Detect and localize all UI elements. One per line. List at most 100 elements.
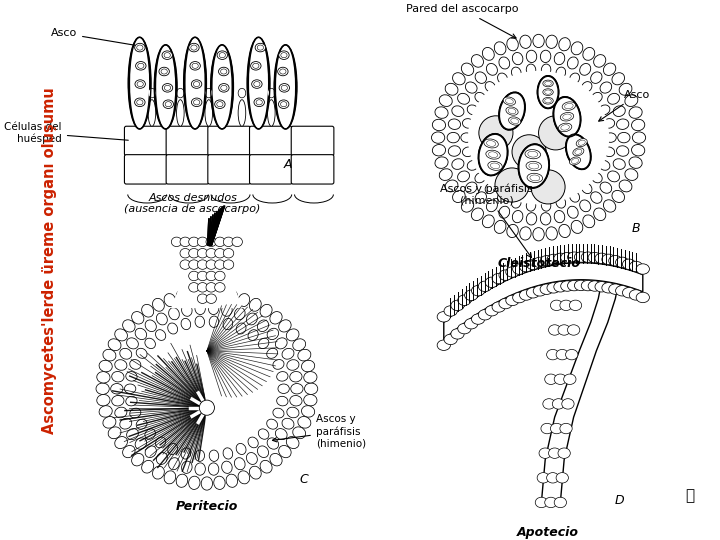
Ellipse shape [168,443,178,455]
Ellipse shape [503,97,516,105]
Ellipse shape [433,35,644,240]
Text: Ascomycetes'lerde üreme organı oluşumu: Ascomycetes'lerde üreme organı oluşumu [42,87,57,434]
Ellipse shape [168,308,179,320]
Ellipse shape [590,192,602,203]
Ellipse shape [197,248,208,258]
Ellipse shape [249,38,268,128]
Ellipse shape [282,348,294,359]
Ellipse shape [153,299,164,311]
Ellipse shape [451,329,464,339]
Ellipse shape [605,133,616,143]
Ellipse shape [181,448,191,459]
Ellipse shape [156,453,167,464]
Ellipse shape [236,443,246,455]
Ellipse shape [549,448,561,458]
Ellipse shape [431,132,445,143]
Ellipse shape [103,416,116,428]
Ellipse shape [567,57,578,69]
Ellipse shape [458,93,469,104]
Ellipse shape [205,89,212,98]
Ellipse shape [485,183,495,194]
Ellipse shape [520,227,531,240]
FancyBboxPatch shape [250,154,292,184]
Ellipse shape [206,271,217,281]
Ellipse shape [190,62,200,70]
Ellipse shape [98,289,316,488]
Ellipse shape [114,407,127,418]
Ellipse shape [562,102,575,110]
Ellipse shape [274,45,297,129]
Ellipse shape [176,100,184,126]
Ellipse shape [192,98,202,106]
Ellipse shape [567,206,578,218]
Ellipse shape [279,100,289,109]
Ellipse shape [246,313,257,325]
Ellipse shape [236,323,246,334]
Ellipse shape [248,330,258,340]
Ellipse shape [500,93,524,129]
Ellipse shape [467,105,478,115]
Ellipse shape [181,461,192,474]
Ellipse shape [567,325,580,335]
Ellipse shape [547,254,560,265]
Ellipse shape [541,423,553,434]
Ellipse shape [467,160,478,170]
Ellipse shape [108,339,121,350]
Ellipse shape [282,418,294,429]
Ellipse shape [130,408,141,418]
Ellipse shape [305,383,318,394]
Ellipse shape [539,77,557,107]
Ellipse shape [629,290,642,300]
Ellipse shape [485,306,498,316]
Ellipse shape [135,98,145,106]
Ellipse shape [289,372,302,382]
Ellipse shape [302,360,315,372]
Ellipse shape [465,82,477,93]
Ellipse shape [573,148,584,156]
Ellipse shape [582,183,592,194]
Ellipse shape [594,208,606,221]
Ellipse shape [632,132,646,143]
Ellipse shape [554,253,567,264]
Ellipse shape [212,46,232,128]
Ellipse shape [437,312,451,322]
Ellipse shape [554,281,567,292]
Ellipse shape [215,248,225,258]
Ellipse shape [148,89,156,98]
Ellipse shape [278,384,289,394]
Ellipse shape [554,497,567,508]
Ellipse shape [278,68,288,76]
FancyBboxPatch shape [291,154,334,184]
Ellipse shape [526,200,536,211]
Ellipse shape [478,133,508,176]
Ellipse shape [498,73,508,84]
Ellipse shape [136,419,147,429]
Ellipse shape [566,349,578,360]
Ellipse shape [554,374,567,384]
Ellipse shape [249,466,261,479]
Ellipse shape [561,252,574,263]
Ellipse shape [195,316,204,327]
Ellipse shape [613,106,625,117]
Ellipse shape [603,63,616,76]
Text: Ascos y
paráfisis
(himenio): Ascos y paráfisis (himenio) [272,415,366,448]
Ellipse shape [458,171,469,182]
Ellipse shape [511,67,521,78]
Ellipse shape [99,360,112,372]
Ellipse shape [145,446,156,457]
Text: A: A [284,158,292,171]
Ellipse shape [135,80,145,89]
Ellipse shape [482,215,494,228]
Ellipse shape [629,157,642,168]
Ellipse shape [302,406,315,417]
Ellipse shape [583,215,595,228]
Ellipse shape [559,123,572,132]
Ellipse shape [540,255,554,266]
Ellipse shape [273,408,284,418]
Ellipse shape [600,82,612,93]
Ellipse shape [154,45,177,129]
Text: Ascos y paráfisis
(himenio): Ascos y paráfisis (himenio) [440,184,533,258]
Ellipse shape [114,329,127,341]
Polygon shape [444,262,643,340]
Ellipse shape [558,325,570,335]
